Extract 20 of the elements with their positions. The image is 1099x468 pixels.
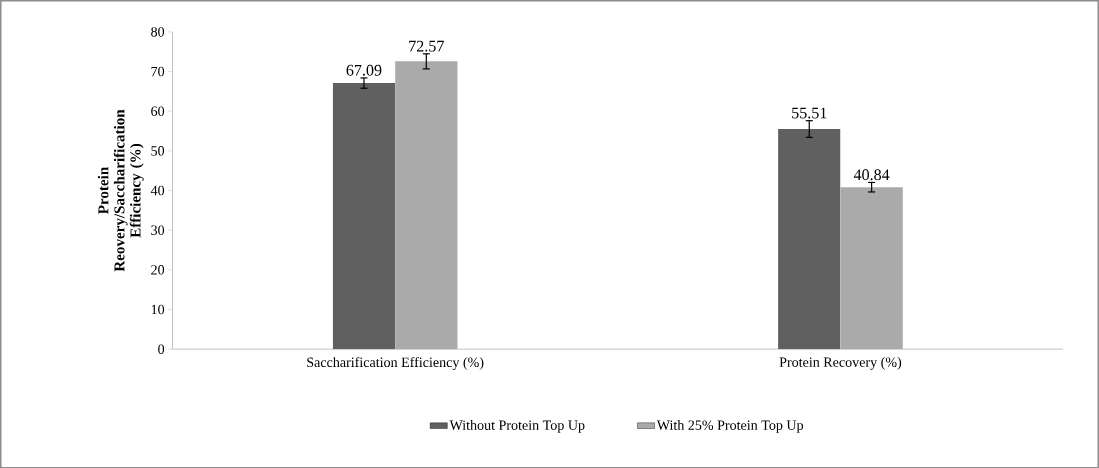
y-tick-label: 80 [151,26,165,37]
legend-label: Without Protein Top Up [449,419,585,433]
data-label: 55.51 [792,107,827,119]
x-tick-label: Protein Recovery (%) [779,356,902,370]
data-label: 72.57 [409,40,444,52]
y-tick-label: 60 [151,106,165,116]
x-tick-label: Saccharification Efficiency (%) [307,356,484,370]
y-axis-title: Protein Reovery/Saccharification Efficiency (%) [97,109,144,272]
y-tick-label: 50 [151,145,165,156]
y-tick-label: 30 [151,225,165,235]
y-tick-label: 40 [150,185,165,196]
bar [395,61,458,349]
y-tick-label: 20 [151,264,165,275]
data-label: 67.09 [346,64,382,76]
y-tick-label: 70 [151,66,165,77]
legend-label: With 25% Protein Top Up [656,419,804,433]
y-tick-label: 10 [151,304,165,315]
bar [840,186,903,349]
data-label: 40.84 [853,169,890,181]
y-tick-label: 0 [158,344,165,354]
